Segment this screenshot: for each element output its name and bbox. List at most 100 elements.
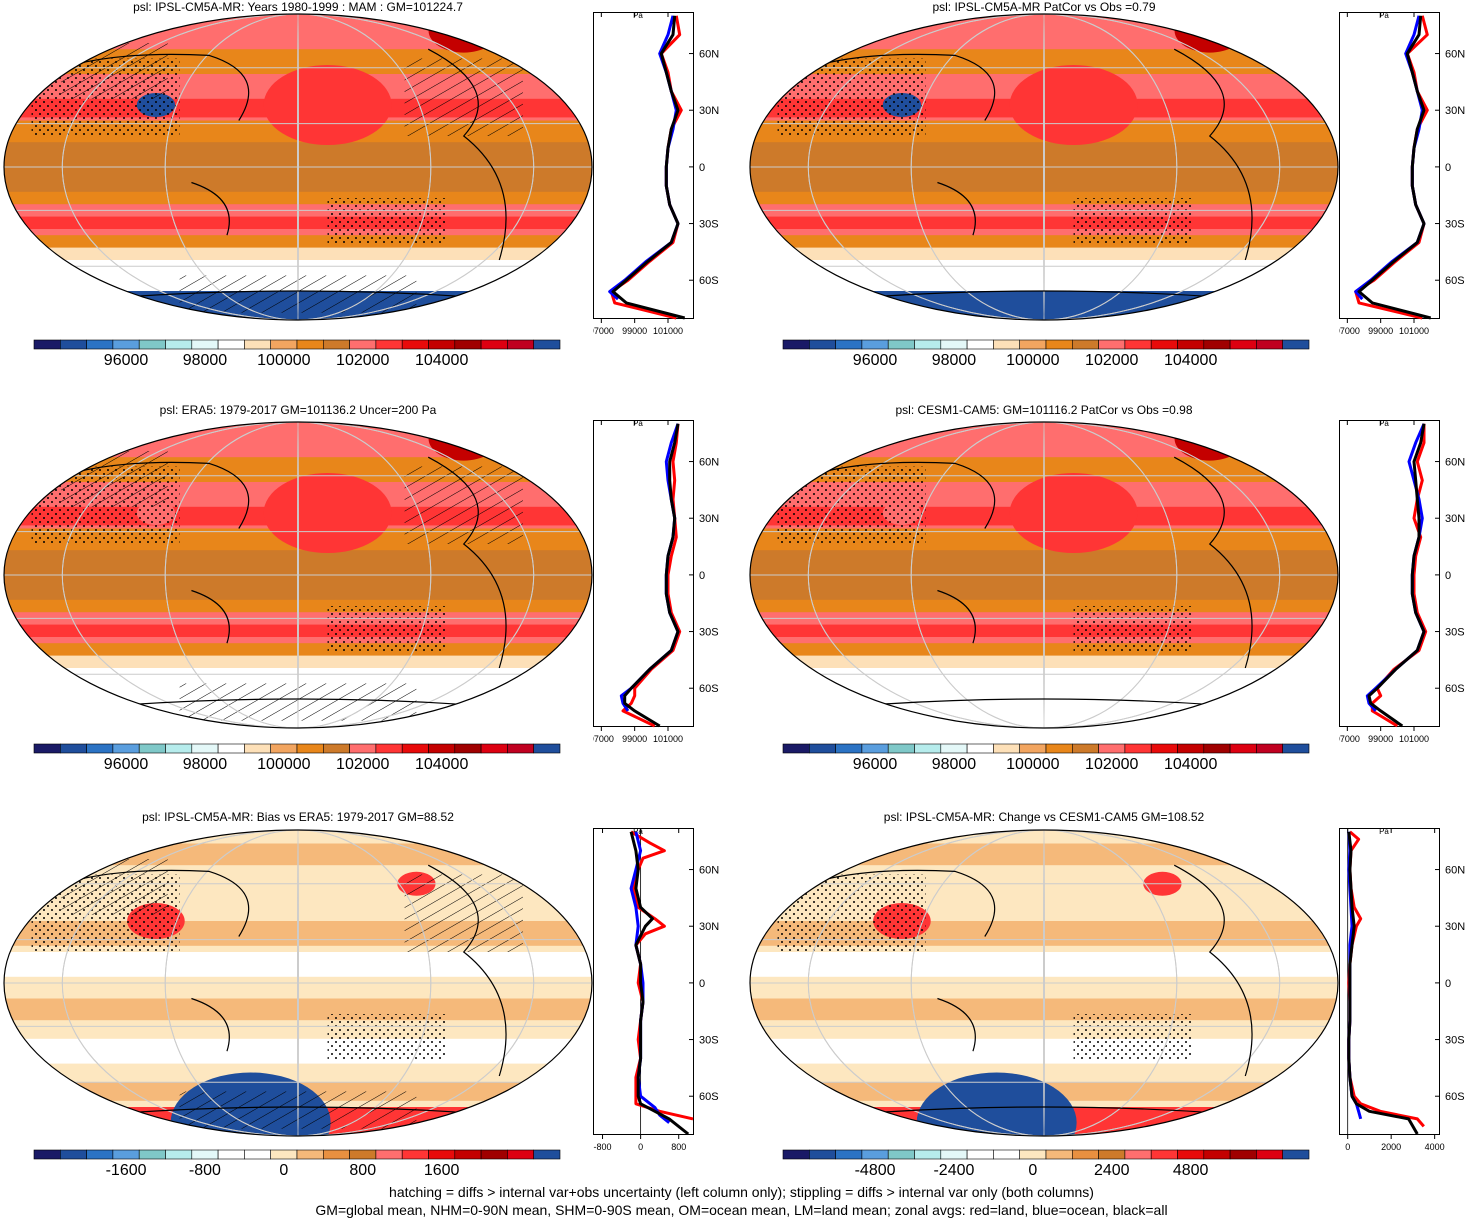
panel-title: psl: IPSL-CM5A-MR: Years 1980-1999 : MAM… (133, 0, 463, 14)
zonal-lat-tick-label: 60N (1445, 457, 1465, 469)
zonal-x-tick-label: 97000 (593, 326, 614, 336)
colorbar-label: 100000 (1006, 756, 1060, 773)
colorbar-swatch (940, 339, 968, 350)
colorbar-swatch (296, 743, 324, 754)
colorbar-swatch (914, 1149, 942, 1160)
zonal-x-tick-label: 101000 (653, 734, 683, 744)
coastline (777, 864, 1253, 1114)
colorbar-label: 0 (279, 1162, 289, 1179)
zonal-plot-frame (593, 828, 694, 1135)
colorbar-swatch (454, 743, 482, 754)
map-robinson-projection (3, 829, 593, 1137)
graticule-meridian (910, 14, 1178, 320)
map-contour-feature (263, 473, 392, 553)
colorbar-swatch (244, 1149, 271, 1160)
stippling-overlay (1073, 1014, 1192, 1061)
zonal-lat-tick-label: 30N (699, 105, 719, 117)
zonal-plot-frame (593, 420, 694, 727)
zonal-mean-plot: Pa 60N 30N 0 30S 60S 97000 99000 101000 (1339, 420, 1465, 744)
zonal-lat-tick-label: 60S (1445, 1091, 1465, 1103)
zonal-lat-tick-label: 60N (699, 457, 719, 469)
colorbar-swatch (940, 1149, 968, 1160)
zonal-lat-tick-label: 30S (699, 1035, 719, 1047)
colorbar-swatch (1229, 339, 1257, 350)
map-border (749, 13, 1339, 321)
colorbar-swatch (270, 1149, 298, 1160)
stippling-overlay (327, 606, 446, 653)
zonal-x-tick-label: 97000 (1339, 734, 1360, 744)
colorbar-swatch (1019, 339, 1047, 350)
colorbar-label: -4800 (854, 1162, 896, 1179)
colorbar-swatch (1045, 1149, 1073, 1160)
colorbar-swatch (1071, 743, 1099, 754)
zonal-lat-tick-label: 60N (1445, 865, 1465, 877)
graticule-meridian (297, 830, 299, 1136)
panel-title: psl: IPSL-CM5A-MR: Bias vs ERA5: 1979-20… (142, 810, 454, 824)
colorbar-swatch (59, 743, 87, 754)
map-robinson-projection (749, 13, 1339, 321)
colorbar-swatch (993, 743, 1020, 754)
colorbar-swatch (1282, 743, 1310, 754)
colorbar-swatch (191, 339, 219, 350)
zonal-lat-tick-label: 30S (699, 219, 719, 231)
colorbar-swatch (217, 743, 245, 754)
stippling-overlay (327, 198, 446, 245)
graticule-meridian (61, 830, 535, 1136)
zonal-x-tick-label: 97000 (593, 734, 614, 744)
colorbar-label: -2400 (933, 1162, 975, 1179)
colorbar-swatch (1098, 339, 1126, 350)
zonal-lat-tick-label: 60S (699, 275, 719, 287)
colorbar-label: 102000 (1085, 756, 1139, 773)
colorbar-swatch (1177, 339, 1205, 350)
colorbar-label: 104000 (414, 756, 469, 773)
colorbar-swatch (86, 1149, 114, 1160)
colorbar-label: 104000 (1163, 756, 1218, 773)
zonal-unit-label: Pa (633, 420, 643, 428)
colorbar-label: 96000 (103, 756, 149, 773)
graticule-meridian (297, 14, 299, 320)
colorbar-swatch (507, 1149, 534, 1160)
zonal-x-tick-label: 101000 (653, 326, 683, 336)
colorbar-label: 98000 (182, 352, 228, 369)
colorbar-swatch (993, 1149, 1020, 1160)
colorbar-swatch (217, 1149, 245, 1160)
zonal-lat-tick-label: 60S (699, 1091, 719, 1103)
zonal-series-land (609, 15, 683, 320)
map-contour-feature (1009, 473, 1138, 553)
colorbar-swatch (1256, 743, 1283, 754)
colorbar-swatch (1124, 743, 1152, 754)
colorbar-swatch (1203, 339, 1231, 350)
colorbar-swatch (138, 743, 166, 754)
colorbar-label: 96000 (852, 756, 898, 773)
map-contour-feature (1009, 65, 1138, 145)
zonal-plot-frame (1339, 420, 1440, 727)
zonal-x-tick-label: 99000 (1368, 734, 1393, 744)
colorbar-swatch (349, 339, 377, 350)
colorbar-swatch (507, 339, 534, 350)
colorbar-swatch (1150, 743, 1178, 754)
zonal-lat-tick-label: 60N (699, 865, 719, 877)
colorbar-label: 1600 (423, 1162, 460, 1179)
colorbar-swatch (191, 743, 219, 754)
zonal-x-tick-label: 2000 (1381, 1142, 1401, 1152)
map-border (3, 13, 593, 321)
colorbar-swatch (322, 1149, 350, 1160)
zonal-x-tick-label: 99000 (622, 734, 647, 744)
colorbar-swatch (507, 743, 534, 754)
colorbar-swatch (782, 743, 810, 754)
colorbar-label: 100000 (257, 352, 311, 369)
colorbar-swatch (533, 743, 561, 754)
graticule-meridian (164, 422, 432, 728)
colorbar-label: 96000 (103, 352, 149, 369)
colorbar-swatch (138, 1149, 166, 1160)
colorbar-swatch (401, 339, 429, 350)
zonal-lat-tick-label: 30S (699, 627, 719, 639)
zonal-x-tick-label: 0 (638, 1142, 643, 1152)
colorbar-swatch (322, 339, 350, 350)
colorbar-swatch (401, 743, 429, 754)
colorbar-swatch (349, 743, 377, 754)
zonal-x-tick-label: 101000 (1399, 326, 1429, 336)
colorbar-swatch (966, 1149, 994, 1160)
map-contour-feature (916, 1072, 1077, 1136)
colorbar-swatch (375, 743, 403, 754)
